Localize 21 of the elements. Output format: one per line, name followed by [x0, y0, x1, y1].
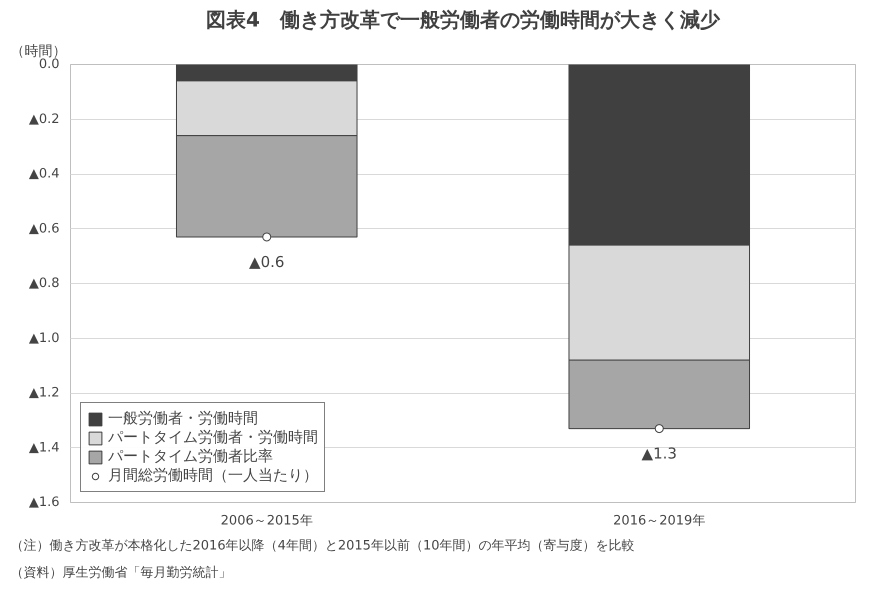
- y-tick-label: ▲0.6: [28, 221, 60, 236]
- y-tick-label: ▲1.0: [28, 330, 60, 346]
- legend-label: パートタイム労働者比率: [108, 447, 273, 466]
- legend-label: パートタイム労働者・労働時間: [108, 428, 318, 447]
- y-tick-label: 0.0: [38, 57, 60, 72]
- y-tick-label: ▲0.4: [28, 166, 60, 182]
- y-tick-label: ▲0.8: [28, 276, 60, 291]
- text: （注）働き方改革が本格化した2016年以降（4年間）と2015年以前（10年間）の年平均（寄与度）を比較: [10, 538, 634, 554]
- y-tick-label: ▲0.2: [28, 112, 60, 127]
- y-tick-label: ▲1.2: [28, 386, 60, 400]
- chart-title: 図表4 働き方改革で一般労働者の労働時間が大きく減少: [206, 8, 721, 32]
- x-tick-label: 2016～2019年: [613, 514, 706, 528]
- legend-label: 一般労働者・労働時間: [108, 409, 258, 428]
- text: （資料）厚生労働省「毎月勤労統計」: [10, 566, 232, 580]
- y-tick-label: ▲1.6: [28, 495, 60, 510]
- annotation: ▲0.6: [249, 252, 284, 271]
- x-tick-label: 2006～2015年: [220, 514, 313, 528]
- legend-label: 月間総労働時間（一人当たり）: [108, 466, 318, 485]
- annotation: ▲1.3: [642, 444, 677, 463]
- y-axis-title: （時間）: [10, 44, 66, 60]
- y-tick-label: ▲1.4: [28, 440, 60, 456]
